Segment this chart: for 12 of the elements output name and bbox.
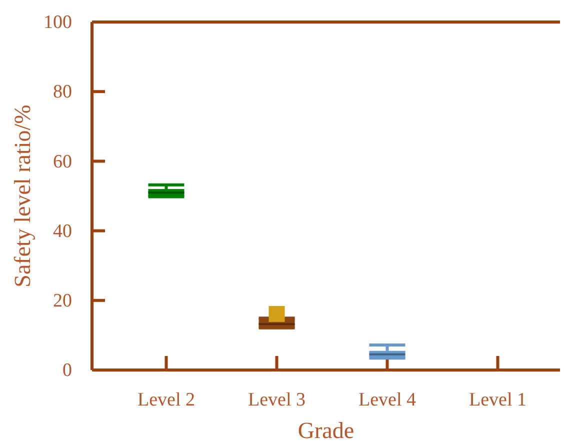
y-tick-label: 40 xyxy=(53,220,72,242)
y-tick-label: 0 xyxy=(62,360,72,382)
y-axis-title: Safety level ratio/% xyxy=(10,104,35,288)
y-tick-label: 20 xyxy=(53,290,72,312)
y-tick-label: 60 xyxy=(53,151,72,172)
y-tick-label: 100 xyxy=(44,12,72,34)
x-tick-label: Level 1 xyxy=(468,389,527,410)
y-tick-label: 80 xyxy=(53,82,72,103)
x-tick-label: Level 2 xyxy=(137,389,196,410)
x-tick-label: Level 4 xyxy=(358,389,416,410)
x-tick-label: Level 3 xyxy=(248,389,306,410)
x-axis-title: Grade xyxy=(298,418,354,443)
